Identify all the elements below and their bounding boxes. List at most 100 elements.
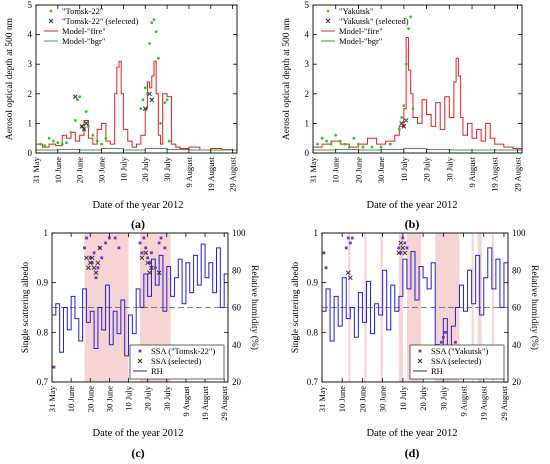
- point-observed: [400, 116, 403, 119]
- x-tick-label: 29 August: [512, 156, 522, 191]
- point-selected: [147, 91, 152, 97]
- point-ssa: [113, 236, 117, 240]
- x-tick-label: 20 July: [143, 385, 153, 411]
- point-observed: [409, 15, 413, 19]
- point-ssa: [100, 256, 104, 260]
- point-ssa: [344, 246, 348, 250]
- point-ssa-selected: [147, 270, 152, 276]
- legend-label: Model-"fire": [62, 26, 106, 36]
- legend-label: Model-"bgr": [339, 36, 382, 46]
- legend-box: [409, 344, 505, 380]
- y-tick-label: 5: [305, 0, 310, 10]
- point-observed: [361, 145, 365, 149]
- point-ssa: [401, 236, 405, 240]
- point-ssa: [88, 256, 92, 260]
- y-tick-label: 0: [305, 148, 310, 158]
- point-ssa-selected: [156, 270, 162, 276]
- panel-c-xlabel: Date of the year 2012: [93, 428, 184, 439]
- x-tick-label: 30 June: [97, 157, 107, 183]
- point-observed: [316, 142, 319, 146]
- panel-label-c: (c): [131, 446, 144, 460]
- x-tick-label: 29 August: [228, 156, 238, 191]
- point-observed: [84, 110, 88, 113]
- legend-marker-observed: [49, 9, 53, 13]
- point-ssa-selected: [87, 260, 93, 266]
- point-ssa: [52, 365, 56, 369]
- x-tick-label: 9 August: [459, 385, 469, 416]
- x-tick-label: 10 June: [337, 386, 347, 412]
- point-observed: [320, 136, 324, 140]
- y-tick-label: 2: [28, 89, 33, 99]
- point-ssa-selected: [396, 250, 402, 256]
- series-model-bgr: [36, 148, 237, 151]
- x-tick-label: 10 July: [118, 156, 128, 182]
- y-tick-label: 2: [305, 89, 310, 99]
- point-observed: [76, 98, 79, 102]
- point-ssa: [146, 256, 150, 260]
- legend-label: SSA ("Yakutsk"): [431, 346, 488, 356]
- point-ssa: [324, 266, 328, 270]
- x-tick-label: 20 June: [85, 386, 95, 412]
- x-tick-label: 9 August: [467, 156, 477, 187]
- point-observed: [78, 95, 82, 99]
- shaded-period-2: [364, 233, 367, 382]
- point-ssa-selected: [149, 265, 154, 271]
- series-model-fire: [313, 37, 523, 151]
- point-observed: [104, 136, 108, 140]
- panel-label-b: (b): [405, 217, 420, 231]
- point-observed: [159, 122, 162, 125]
- x-tick-label: 19 August: [490, 156, 500, 191]
- legend-marker-ssa: [138, 349, 142, 353]
- point-ssa: [397, 246, 401, 250]
- point-ssa-selected: [89, 255, 95, 261]
- point-observed: [141, 98, 145, 102]
- legend-marker-selected: [325, 18, 331, 24]
- x-tick-label: 30 July: [162, 156, 172, 182]
- point-ssa: [159, 236, 163, 240]
- y-right-tick-label: 20: [512, 377, 522, 387]
- point-ssa: [157, 241, 161, 245]
- x-tick-label: 31 May: [31, 156, 41, 183]
- x-tick-label: 30 July: [444, 156, 454, 182]
- x-tick-label: 20 June: [357, 386, 367, 412]
- point-observed: [411, 107, 415, 110]
- point-ssa: [322, 251, 326, 255]
- point-ssa-selected: [85, 265, 91, 271]
- panel-label-a: (a): [131, 217, 145, 231]
- point-ssa-selected: [91, 265, 97, 271]
- point-ssa-selected: [400, 245, 406, 251]
- point-ssa: [90, 261, 94, 265]
- point-ssa-selected: [84, 255, 89, 261]
- panel-a-xlabel: Date of the year 2012: [93, 200, 184, 211]
- y-axis-label-right: Relative humidity (%): [249, 265, 260, 350]
- x-tick-label: 9 August: [184, 156, 194, 187]
- y-axis-label-right: Relative humidity (%): [529, 265, 540, 350]
- legend-marker-selected: [48, 18, 54, 24]
- point-ssa: [350, 236, 354, 240]
- point-ssa: [138, 241, 142, 245]
- panel-b-aod-yakutsk: 0 1 2 3 4 5 31 May 10 June 20 June 30 June 10 July…: [282, 0, 523, 192]
- x-tick-label: 20 June: [75, 157, 85, 183]
- legend-marker-ssa: [418, 349, 422, 353]
- point-ssa: [150, 251, 153, 255]
- legend-label: SSA ("Tomsk-22"): [151, 346, 215, 356]
- point-observed: [143, 86, 147, 90]
- point-observed: [402, 104, 406, 108]
- point-ssa: [92, 251, 96, 255]
- point-observed: [352, 136, 356, 140]
- legend-label: RH: [431, 366, 443, 376]
- point-selected: [83, 121, 89, 126]
- point-selected: [79, 124, 85, 129]
- panel-a-aod-tomsk: 0 1 2 3 4 5 31 May 10 June 20 June 30 June 10 July…: [5, 0, 238, 192]
- point-ssa-selected: [145, 260, 151, 266]
- point-ssa-selected: [93, 270, 99, 276]
- point-observed: [370, 145, 374, 149]
- point-ssa: [140, 251, 144, 255]
- plot-frame: [35, 4, 238, 154]
- y-axis-label: Single scattering albedo: [21, 262, 31, 354]
- point-ssa: [148, 261, 151, 265]
- y-right-tick-label: 100: [232, 228, 246, 238]
- y-tick-label: 1: [44, 228, 49, 238]
- y-tick-label: 5: [28, 0, 33, 10]
- legend-label: "Yakutsk": [339, 6, 373, 16]
